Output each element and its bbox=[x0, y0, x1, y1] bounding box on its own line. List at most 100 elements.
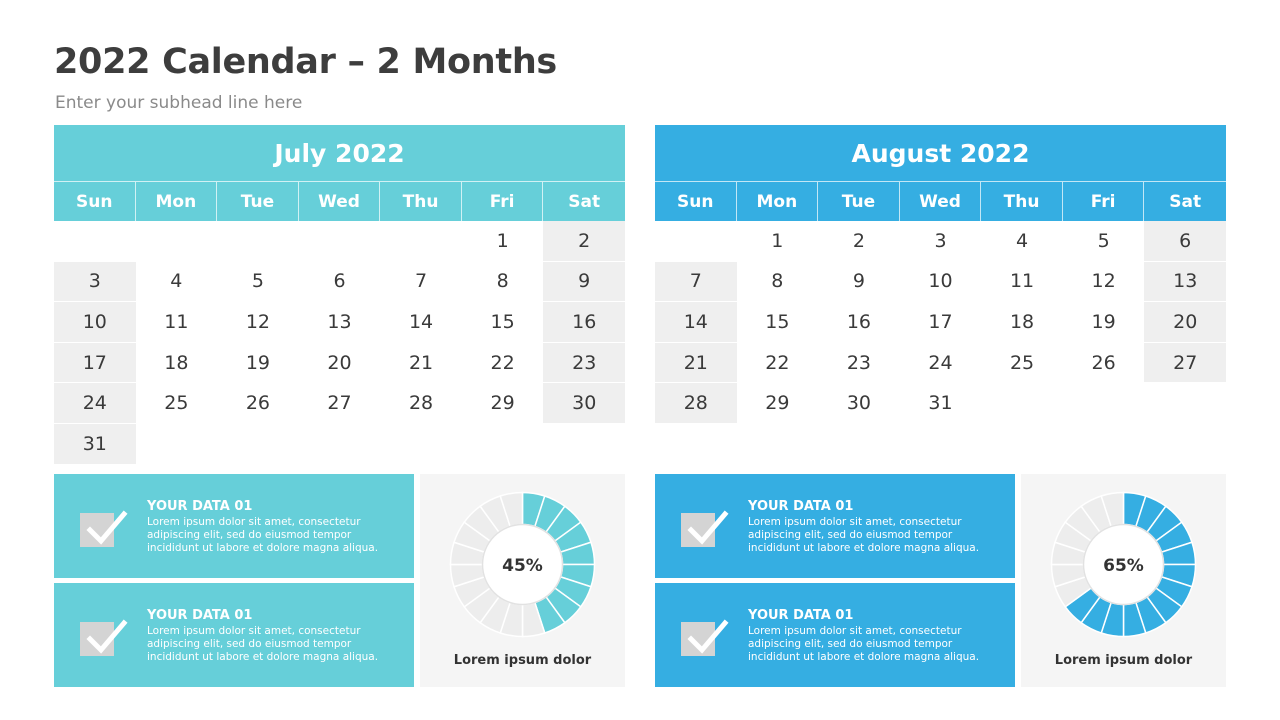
day-cell: 29 bbox=[736, 383, 819, 424]
weekday-label: Wed bbox=[299, 182, 381, 221]
day-cell: 25 bbox=[981, 343, 1063, 384]
day-cell: 24 bbox=[899, 343, 982, 384]
donut-chart: 65% bbox=[1050, 491, 1197, 638]
day-cell: 18 bbox=[981, 302, 1063, 343]
donut-value: 45% bbox=[502, 556, 543, 576]
day-cell: 10 bbox=[54, 302, 136, 343]
day-cell: 8 bbox=[461, 262, 544, 303]
day-cell: 16 bbox=[818, 302, 900, 343]
data-card: YOUR DATA 01 Lorem ipsum dolor sit amet,… bbox=[54, 583, 414, 687]
empty-day-cell bbox=[981, 383, 1063, 424]
donut-chart: 45% bbox=[449, 491, 596, 638]
empty-day-cell bbox=[135, 424, 218, 465]
day-cell: 31 bbox=[899, 383, 982, 424]
weekday-label: Sat bbox=[568, 191, 601, 212]
donut-label: Lorem ipsum dolor bbox=[453, 653, 592, 668]
day-cell: 7 bbox=[655, 261, 737, 303]
day-cell: 26 bbox=[217, 383, 299, 424]
weekday-label: Mon bbox=[136, 182, 218, 221]
day-cell: 16 bbox=[543, 302, 625, 343]
day-cell: 30 bbox=[543, 383, 625, 424]
day-cell: 24 bbox=[54, 383, 136, 424]
day-cell: 4 bbox=[135, 262, 218, 303]
donut-center bbox=[1082, 523, 1165, 606]
empty-day-cell bbox=[461, 424, 544, 465]
day-cell: 21 bbox=[380, 343, 462, 384]
weekday-label: Sun bbox=[54, 182, 136, 221]
day-cell: 28 bbox=[655, 383, 737, 424]
card-title: YOUR DATA 01 bbox=[748, 499, 854, 514]
empty-day-cell bbox=[1144, 383, 1226, 424]
month-title: July 2022 bbox=[54, 125, 625, 181]
data-card: YOUR DATA 01 Lorem ipsum dolor sit amet,… bbox=[54, 474, 414, 578]
day-cell: 15 bbox=[461, 302, 544, 343]
day-cell: 2 bbox=[818, 221, 900, 262]
day-cell: 17 bbox=[54, 342, 136, 384]
day-cell: 5 bbox=[1062, 221, 1145, 262]
day-cell: 29 bbox=[461, 383, 544, 424]
day-cell: 6 bbox=[298, 262, 381, 303]
empty-day-cell bbox=[298, 424, 381, 465]
weekday-header: Sun Mon Tue Wed Thu Fri Sat bbox=[655, 181, 1226, 221]
donut-center bbox=[481, 523, 564, 606]
empty-day-cell bbox=[135, 221, 218, 262]
empty-day-cell bbox=[380, 221, 462, 262]
donut-panel: 45% Lorem ipsum dolor bbox=[420, 474, 625, 687]
card-title: YOUR DATA 01 bbox=[147, 608, 253, 623]
day-cell: 14 bbox=[380, 302, 462, 343]
weekday-label: Sun bbox=[655, 182, 737, 221]
day-cell: 20 bbox=[298, 343, 381, 384]
day-cell: 23 bbox=[818, 343, 900, 384]
weekday-label: Sat bbox=[1169, 191, 1202, 212]
weekday-label: Tue bbox=[818, 182, 900, 221]
data-card: YOUR DATA 01 Lorem ipsum dolor sit amet,… bbox=[655, 583, 1015, 687]
day-cell: 13 bbox=[1144, 261, 1226, 303]
card-body: Lorem ipsum dolor sit amet, consectetur … bbox=[748, 516, 980, 554]
day-cell: 12 bbox=[1062, 262, 1145, 303]
day-cell: 12 bbox=[217, 302, 299, 343]
donut-label: Lorem ipsum dolor bbox=[1054, 653, 1193, 668]
day-cell: 25 bbox=[135, 383, 218, 424]
checkbox-check-icon bbox=[681, 617, 729, 657]
day-cell: 31 bbox=[54, 423, 136, 465]
weekday-header: Sun Mon Tue Wed Thu Fri Sat bbox=[54, 181, 625, 221]
page-subtitle: Enter your subhead line here bbox=[55, 93, 303, 113]
day-cell: 3 bbox=[899, 221, 982, 262]
empty-day-cell bbox=[54, 221, 136, 262]
day-cell: 4 bbox=[981, 221, 1063, 262]
month-title: August 2022 bbox=[655, 125, 1226, 181]
checkbox-check-icon bbox=[80, 617, 128, 657]
day-grid: 1 2 3 4 5 6 7 8 9 10 11 12 13 14 15 16 17 18 19 20 21 22 23 24 2… bbox=[54, 221, 625, 465]
day-cell: 7 bbox=[380, 262, 462, 303]
card-body: Lorem ipsum dolor sit amet, consectetur … bbox=[147, 625, 379, 663]
card-body: Lorem ipsum dolor sit amet, consectetur … bbox=[748, 625, 980, 663]
day-cell: 22 bbox=[736, 343, 819, 384]
day-cell: 3 bbox=[54, 261, 136, 303]
day-cell: 20 bbox=[1144, 302, 1226, 343]
day-cell: 28 bbox=[380, 383, 462, 424]
day-cell: 11 bbox=[981, 262, 1063, 303]
weekday-label: Fri bbox=[462, 182, 544, 221]
empty-day-cell bbox=[543, 424, 625, 465]
day-cell: 9 bbox=[818, 262, 900, 303]
checkbox-check-icon bbox=[681, 508, 729, 548]
day-cell: 27 bbox=[1144, 342, 1226, 384]
day-cell: 5 bbox=[217, 262, 299, 303]
weekday-label: Mon bbox=[737, 182, 819, 221]
weekday-label: Thu bbox=[981, 182, 1063, 221]
day-cell: 27 bbox=[298, 383, 381, 424]
day-cell: 17 bbox=[899, 302, 982, 343]
card-title: YOUR DATA 01 bbox=[147, 499, 253, 514]
donut-panel: 65% Lorem ipsum dolor bbox=[1021, 474, 1226, 687]
day-cell: 19 bbox=[217, 343, 299, 384]
page-title: 2022 Calendar – 2 Months bbox=[54, 42, 557, 82]
card-body: Lorem ipsum dolor sit amet, consectetur … bbox=[147, 516, 379, 554]
day-cell: 18 bbox=[135, 343, 218, 384]
empty-day-cell bbox=[217, 221, 299, 262]
day-cell: 26 bbox=[1062, 343, 1145, 384]
day-cell: 15 bbox=[736, 302, 819, 343]
data-card: YOUR DATA 01 Lorem ipsum dolor sit amet,… bbox=[655, 474, 1015, 578]
day-cell: 19 bbox=[1062, 302, 1145, 343]
day-cell: 2 bbox=[543, 221, 625, 262]
